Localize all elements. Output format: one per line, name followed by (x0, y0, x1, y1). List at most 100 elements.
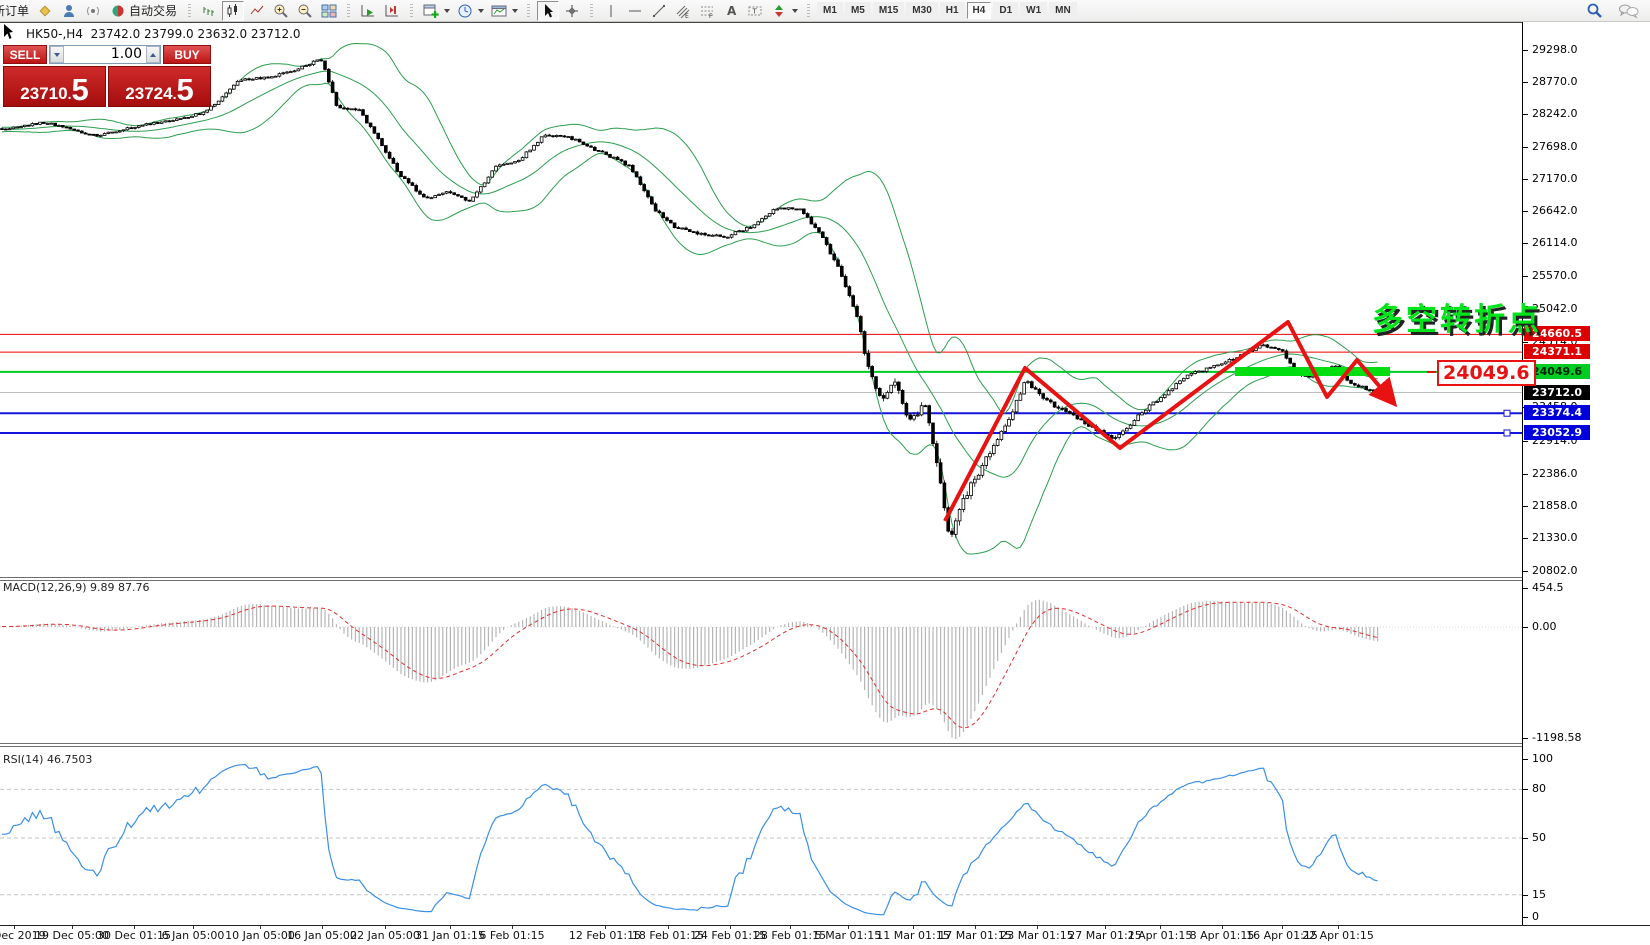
level-line-handle[interactable] (1503, 429, 1511, 437)
timeframe-button-d1[interactable]: D1 (993, 2, 1019, 19)
auto-trading-button[interactable]: 自动交易 (106, 1, 181, 21)
time-tick-mark (14, 926, 15, 929)
crosshair-tool-button[interactable] (561, 1, 583, 21)
price-callout-connector (1427, 371, 1436, 373)
time-tick-mark (848, 926, 849, 929)
toolbar-grip (527, 3, 531, 18)
chat-button[interactable] (1617, 1, 1641, 21)
new-order-label[interactable]: 新订单 (0, 4, 30, 18)
rsi-panel-separator[interactable] (0, 743, 1650, 747)
zoom-out-button[interactable] (294, 1, 316, 21)
timeframe-button-m15[interactable]: M15 (872, 2, 905, 19)
time-tick-mark (975, 926, 976, 929)
time-tick-mark (260, 926, 261, 929)
price-axis[interactable]: 29298.0 28770.0 28242.0 27698.0 27170.0 26642… (1522, 22, 1650, 925)
trendline-tool[interactable] (648, 1, 670, 21)
auto-trading-label: 自动交易 (129, 4, 178, 18)
new-order-icon[interactable] (34, 1, 56, 21)
macd-panel-separator[interactable] (0, 577, 1650, 581)
candlestick-chart-button[interactable] (222, 0, 245, 21)
sell-price-button[interactable]: 23710. 5 (3, 66, 106, 107)
horizontal-line-icon (629, 10, 642, 11)
fibonacci-tool[interactable]: F (696, 1, 718, 21)
timeframe-button-m30[interactable]: M30 (906, 2, 938, 19)
cursor-tool-button[interactable] (537, 0, 560, 21)
tile-windows-button[interactable] (318, 1, 340, 21)
new-chart-dropdown-caret[interactable] (444, 8, 451, 13)
diamond-icon (39, 4, 51, 17)
arrows-dropdown-caret[interactable] (792, 8, 799, 13)
indicator-tick-label: 100 (1532, 752, 1553, 765)
zoom-in-icon (274, 4, 288, 18)
time-tick-label: 16 Apr 01:15 (1246, 929, 1318, 942)
price-tick-mark (1523, 243, 1528, 244)
periods-button[interactable] (454, 1, 476, 21)
timeframe-button-m5[interactable]: M5 (844, 2, 871, 19)
price-panel-layer (0, 42, 1522, 555)
price-tick-mark (1523, 82, 1528, 83)
chart-ohlc-values: 23742.0 23799.0 23632.0 23712.0 (90, 27, 301, 41)
indicator-tick-label: 454.5 (1532, 581, 1564, 594)
text-tool[interactable]: A (720, 1, 742, 21)
text-label-tool[interactable]: T (744, 1, 766, 21)
rsi-line (2, 763, 1378, 916)
price-chart-canvas[interactable] (0, 0, 1522, 944)
templates-dropdown-caret[interactable] (512, 8, 519, 13)
chart-shift-button[interactable] (381, 1, 403, 21)
templates-button[interactable] (488, 1, 510, 21)
decimal-point: . (67, 86, 72, 102)
cursor-icon (545, 3, 554, 17)
volume-increment-button[interactable] (146, 46, 160, 63)
time-tick-mark (385, 926, 386, 929)
new-chart-button[interactable] (420, 1, 442, 21)
main-toolbar: 新订单 自动交易 (0, 0, 1650, 22)
level-price-label: 24660.5 (1524, 326, 1590, 342)
zoom-in-button[interactable] (270, 1, 292, 21)
broadcast-icon-button[interactable] (82, 1, 104, 21)
price-tick-mark (1523, 179, 1528, 180)
indicator-tick-mark (1523, 759, 1528, 760)
equidistant-channel-tool[interactable]: E (672, 1, 694, 21)
indicator-tick-mark (1523, 588, 1528, 589)
volume-spinner: 1.00 (49, 45, 161, 64)
price-tick-mark (1523, 147, 1528, 148)
volume-value[interactable]: 1.00 (110, 46, 142, 62)
time-tick-mark (913, 926, 914, 929)
periods-dropdown-caret[interactable] (478, 8, 485, 13)
volume-decrement-button[interactable] (50, 46, 64, 63)
horizontal-line-tool[interactable] (624, 1, 646, 21)
profile-icon-button[interactable] (58, 1, 80, 21)
bar-chart-button[interactable] (198, 1, 220, 21)
sell-button[interactable]: SELL (3, 45, 47, 64)
buy-price: 23724 (125, 84, 173, 103)
timeframe-button-h4[interactable]: H4 (966, 2, 992, 19)
line-chart-button[interactable] (246, 1, 268, 21)
search-button[interactable] (1584, 1, 1606, 21)
timeframe-button-m1[interactable]: M1 (817, 2, 843, 19)
level-line-handle[interactable] (1503, 409, 1511, 417)
timeframe-button-w1[interactable]: W1 (1020, 2, 1048, 19)
indicator-tick-label: -1198.58 (1532, 731, 1582, 744)
zoom-out-icon (298, 4, 312, 18)
time-tick-mark (72, 926, 73, 929)
time-tick-label: 23 Mar 01:15 (1000, 929, 1074, 942)
chart-window-top-border (0, 22, 1650, 23)
text-a-icon: A (727, 4, 737, 18)
timeframe-button-mn[interactable]: MN (1049, 2, 1077, 19)
buy-button[interactable]: BUY (163, 45, 211, 64)
toolbar-grip (347, 3, 351, 18)
buy-price-button[interactable]: 23724. 5 (108, 66, 211, 107)
auto-scroll-button[interactable] (357, 1, 379, 21)
indicator-tick-label: 0 (1532, 910, 1539, 923)
time-tick-label: 19 Dec 05:00 (35, 929, 109, 942)
indicator-tick-mark (1523, 917, 1528, 918)
time-tick-label: 24 Feb 01:15 (693, 929, 767, 942)
indicator-tick-mark (1523, 738, 1528, 739)
vertical-line-tool[interactable] (600, 1, 622, 21)
arrows-tool[interactable] (768, 1, 790, 21)
macd-signal-line (1, 601, 1378, 729)
time-tick-label: 6 Jan 05:00 (161, 929, 225, 942)
timeframe-button-h1[interactable]: H1 (939, 2, 965, 19)
